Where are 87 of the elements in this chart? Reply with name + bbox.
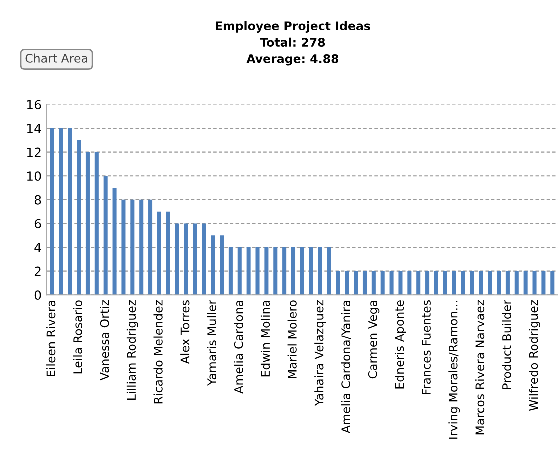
bar (514, 271, 519, 296)
bar (524, 271, 528, 296)
bar (122, 200, 126, 296)
x-tick-label: Marcos Rivera Narvaez (475, 300, 485, 435)
bar (77, 140, 82, 296)
bar (416, 271, 421, 296)
bar (452, 271, 456, 296)
bar (497, 271, 502, 296)
x-tick-label: Edwin Molina (260, 301, 270, 377)
bar (246, 248, 251, 296)
bar (390, 271, 394, 296)
bar (434, 271, 438, 296)
bar (238, 248, 242, 296)
bar (291, 248, 296, 296)
bar (372, 271, 376, 296)
bar (282, 248, 287, 296)
bar (50, 128, 54, 296)
y-tick-label: 0 (34, 290, 42, 300)
chart-title: Employee Project Ideas Total: 278 Average: 4.88 (216, 21, 370, 66)
x-tick-label: Vanessa Ortiz (100, 300, 110, 381)
bar (59, 128, 64, 296)
bar (274, 248, 278, 296)
bar (318, 248, 322, 296)
bar (408, 271, 412, 296)
bar (175, 224, 180, 296)
x-tick-label: Frances Fuentes (422, 300, 431, 394)
x-tick-label: Leila Rosario (73, 300, 82, 374)
bar (542, 271, 546, 296)
bar (550, 271, 555, 296)
x-tick-label: Carmen Vega (368, 301, 380, 379)
y-tick-label: 12 (27, 148, 41, 158)
bar (479, 271, 484, 296)
bar (140, 200, 144, 296)
bar (86, 152, 90, 296)
bar (362, 271, 367, 296)
bar (532, 271, 537, 296)
x-tick-label: Ricardo Melendez (154, 300, 163, 404)
bar (228, 248, 233, 296)
bar (264, 248, 269, 296)
x-tick-label: Edneris Aponte (395, 300, 406, 389)
bar (157, 212, 162, 296)
bar (345, 271, 350, 296)
y-tick-label: 10 (27, 172, 42, 182)
bar (193, 224, 198, 296)
bar (470, 271, 474, 296)
y-tick-label: 4 (34, 243, 42, 252)
bar (426, 271, 430, 296)
bar (220, 236, 224, 296)
x-tick-label: Amelia Cardona/Yanira (341, 301, 352, 434)
x-tick-label: Mariel Molero (288, 300, 297, 378)
text: Chart Area (26, 54, 88, 63)
x-tick-label: Wilfredo Rodriguez (529, 300, 540, 411)
bar (327, 248, 332, 296)
bar (202, 224, 206, 296)
bar (336, 271, 340, 296)
bar (398, 271, 403, 296)
bar (300, 248, 304, 296)
x-tick-label: Product Builder (502, 300, 512, 390)
x-tick-label: Irving Morales/Ramon... (448, 301, 460, 439)
x-tick-label: Amelia Cardona (234, 301, 244, 394)
y-tick-label: 6 (34, 219, 42, 229)
bar (211, 236, 216, 296)
bar (380, 271, 385, 296)
x-tick-label: Eileen Rivera (46, 301, 56, 376)
y-tick-label: 8 (34, 195, 42, 205)
x-tick-label: Yamaris Muller (207, 300, 217, 386)
bar (166, 212, 170, 296)
bar (309, 248, 314, 296)
bar (354, 271, 358, 296)
bar (68, 128, 72, 296)
bar (256, 248, 260, 296)
bar (130, 200, 135, 296)
bar (112, 188, 117, 296)
bar (488, 271, 492, 296)
bar (148, 200, 153, 296)
y-tick-label: 2 (34, 266, 41, 276)
bar (461, 271, 466, 296)
x-tick-label: Yahaira Velazquez (314, 300, 326, 406)
bar (184, 224, 188, 296)
x-tick-label: Lilliam Rodriguez (126, 300, 138, 400)
y-tick-label: 14 (27, 124, 42, 134)
y-tick-label: 16 (27, 100, 42, 110)
bar (506, 271, 510, 296)
bar (94, 152, 99, 296)
x-tick-label: Alex Torres (180, 300, 190, 364)
bar (443, 271, 448, 296)
bar (104, 176, 108, 296)
